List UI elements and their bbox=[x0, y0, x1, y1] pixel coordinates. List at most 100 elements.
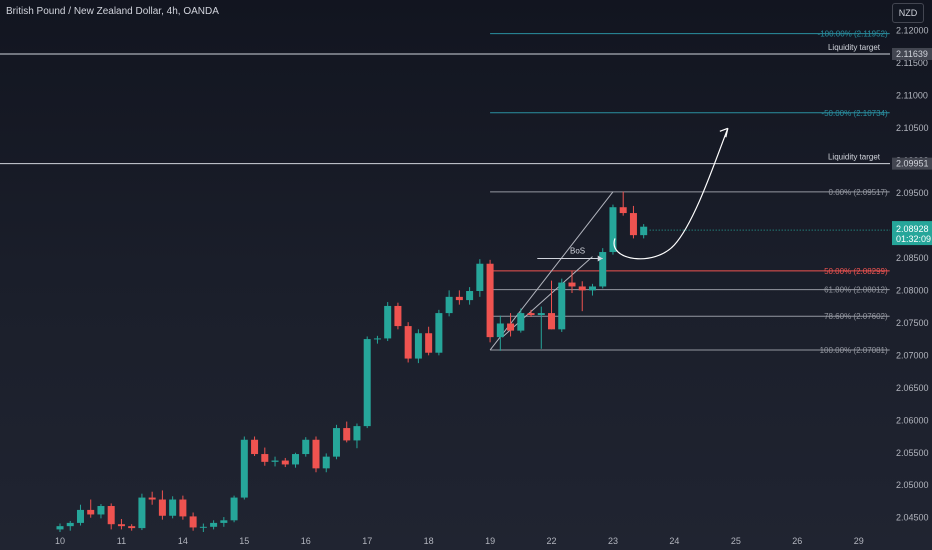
x-tick-label: 23 bbox=[608, 536, 618, 546]
candle-body bbox=[128, 526, 136, 529]
candle-body bbox=[107, 506, 115, 525]
candle-body bbox=[220, 520, 228, 523]
candle-body bbox=[486, 263, 494, 338]
candle-body bbox=[640, 226, 648, 236]
candle-body bbox=[425, 333, 433, 353]
candle-body bbox=[373, 338, 381, 340]
y-tick-label: 2.06500 bbox=[896, 383, 929, 393]
liquidity-price-box bbox=[892, 157, 932, 170]
x-tick-label: 15 bbox=[239, 536, 249, 546]
candle-body bbox=[404, 326, 412, 359]
candle-body bbox=[210, 522, 218, 527]
candle-body bbox=[548, 313, 556, 330]
candle-body bbox=[599, 252, 607, 287]
y-tick-label: 2.04500 bbox=[896, 513, 929, 523]
candle-body bbox=[517, 313, 525, 331]
candle-body bbox=[466, 291, 474, 301]
candle-body bbox=[455, 296, 463, 301]
candle-body bbox=[476, 263, 484, 292]
y-tick-label: 2.11500 bbox=[896, 58, 928, 68]
candle-body bbox=[445, 296, 453, 314]
y-tick-label: 2.05000 bbox=[896, 480, 929, 490]
candle-body bbox=[578, 286, 586, 291]
liquidity-price-label: 2.09951 bbox=[896, 159, 929, 169]
candle-body bbox=[353, 426, 361, 441]
candle-body bbox=[537, 313, 545, 316]
bos-arrow-head bbox=[597, 255, 603, 262]
candle-body bbox=[138, 497, 146, 529]
x-tick-label: 26 bbox=[792, 536, 802, 546]
fib-level-label: -50.00% (2.10734) bbox=[821, 109, 888, 118]
channel-lower-line bbox=[501, 256, 593, 338]
liquidity-label: Liquidity target bbox=[828, 43, 881, 52]
x-tick-label: 10 bbox=[55, 536, 65, 546]
candle-body bbox=[189, 516, 197, 528]
x-tick-label: 19 bbox=[485, 536, 495, 546]
x-tick-label: 25 bbox=[731, 536, 741, 546]
liquidity-label: Liquidity target bbox=[828, 153, 881, 162]
candle-body bbox=[230, 497, 238, 521]
fib-level-label: 78.60% (2.07602) bbox=[824, 312, 888, 321]
projection-path bbox=[613, 128, 729, 260]
y-tick-label: 2.12000 bbox=[896, 26, 929, 36]
y-tick-label: 2.06000 bbox=[896, 415, 929, 425]
candle-body bbox=[363, 339, 371, 427]
candle-body bbox=[343, 428, 351, 441]
candle-body bbox=[66, 522, 74, 527]
candle-body bbox=[609, 207, 617, 253]
y-tick-label: 2.07000 bbox=[896, 350, 929, 360]
candle-body bbox=[588, 286, 596, 291]
x-tick-label: 22 bbox=[547, 536, 557, 546]
candle-body bbox=[507, 323, 515, 331]
candle-body bbox=[251, 439, 259, 455]
candle-body bbox=[281, 460, 289, 465]
y-tick-label: 2.11000 bbox=[896, 90, 928, 100]
fib-level-label: 100.00% (2.07081) bbox=[820, 346, 888, 355]
x-tick-label: 24 bbox=[669, 536, 679, 546]
x-tick-label: 16 bbox=[301, 536, 311, 546]
projection-arrowhead bbox=[719, 127, 729, 138]
current-price-box bbox=[892, 221, 932, 246]
candle-body bbox=[179, 499, 187, 517]
candle-body bbox=[527, 313, 535, 316]
y-tick-label: 2.09500 bbox=[896, 188, 929, 198]
candle-body bbox=[496, 323, 504, 338]
candle-body bbox=[384, 305, 392, 339]
fib-level-label: 50.00% (2.08299) bbox=[824, 267, 888, 276]
currency-badge[interactable]: NZD bbox=[892, 3, 924, 23]
candle-body bbox=[332, 428, 340, 457]
x-tick-label: 11 bbox=[117, 536, 126, 546]
x-tick-label: 29 bbox=[854, 536, 864, 546]
candle-body bbox=[414, 333, 422, 359]
candle-body bbox=[199, 526, 207, 528]
y-tick-label: 2.08000 bbox=[896, 285, 929, 295]
y-tick-label: 2.05500 bbox=[896, 448, 929, 458]
candle-body bbox=[148, 497, 156, 500]
liquidity-price-box bbox=[892, 47, 932, 60]
liquidity-price-label: 2.11639 bbox=[896, 49, 928, 59]
candle-body bbox=[322, 456, 330, 469]
candle-body bbox=[169, 499, 177, 516]
y-tick-label: 2.10500 bbox=[896, 123, 929, 133]
candle-body bbox=[158, 499, 166, 516]
x-tick-label: 18 bbox=[424, 536, 434, 546]
candle-body bbox=[435, 313, 443, 353]
current-price-value: 2.08928 bbox=[896, 224, 929, 234]
y-tick-label: 2.08500 bbox=[896, 253, 929, 263]
x-tick-label: 14 bbox=[178, 536, 188, 546]
candle-body bbox=[312, 439, 320, 469]
fib-level-label: 0.00% (2.09517) bbox=[829, 188, 888, 197]
candle-body bbox=[117, 524, 125, 527]
candle-body bbox=[394, 305, 402, 327]
candle-body bbox=[240, 439, 248, 498]
candle-body bbox=[292, 454, 300, 465]
candle-body bbox=[97, 506, 105, 515]
candle-body bbox=[76, 509, 84, 523]
candle-body bbox=[56, 526, 64, 530]
price-countdown: 01:32:09 bbox=[896, 234, 931, 244]
fib-level-label: -100.00% (2.11952) bbox=[818, 30, 888, 39]
candle-body bbox=[302, 439, 310, 455]
x-tick-label: 17 bbox=[362, 536, 372, 546]
